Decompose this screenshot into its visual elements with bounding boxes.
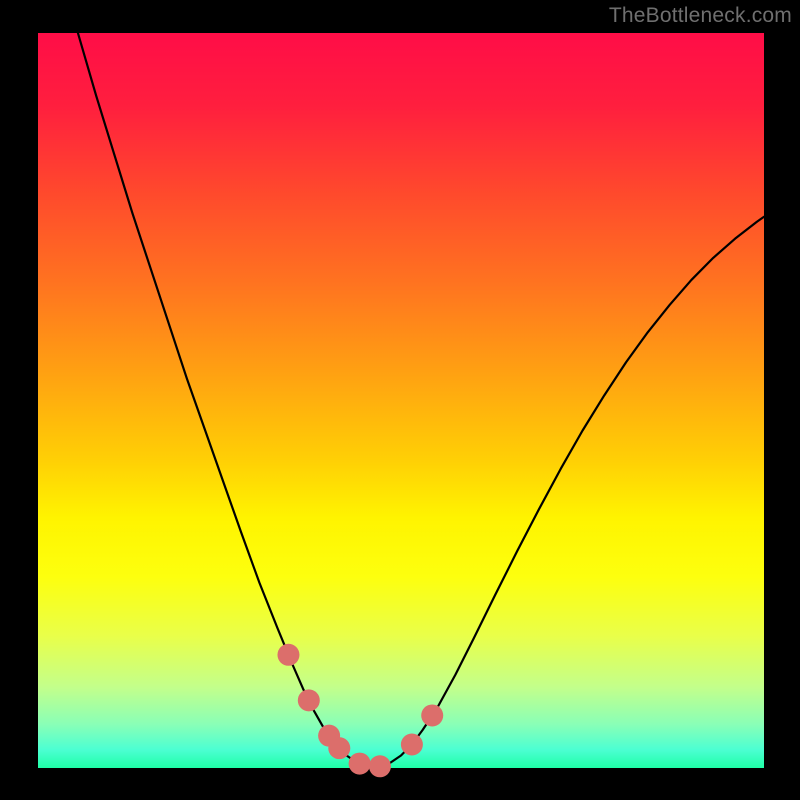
- curve-marker: [401, 733, 423, 755]
- curve-marker: [277, 644, 299, 666]
- curve-marker: [298, 689, 320, 711]
- curve-marker: [328, 737, 350, 759]
- bottleneck-chart: [0, 0, 800, 800]
- curve-marker: [349, 753, 371, 775]
- curve-marker: [369, 755, 391, 777]
- curve-marker: [421, 704, 443, 726]
- plot-area: [38, 33, 764, 768]
- chart-container: TheBottleneck.com: [0, 0, 800, 800]
